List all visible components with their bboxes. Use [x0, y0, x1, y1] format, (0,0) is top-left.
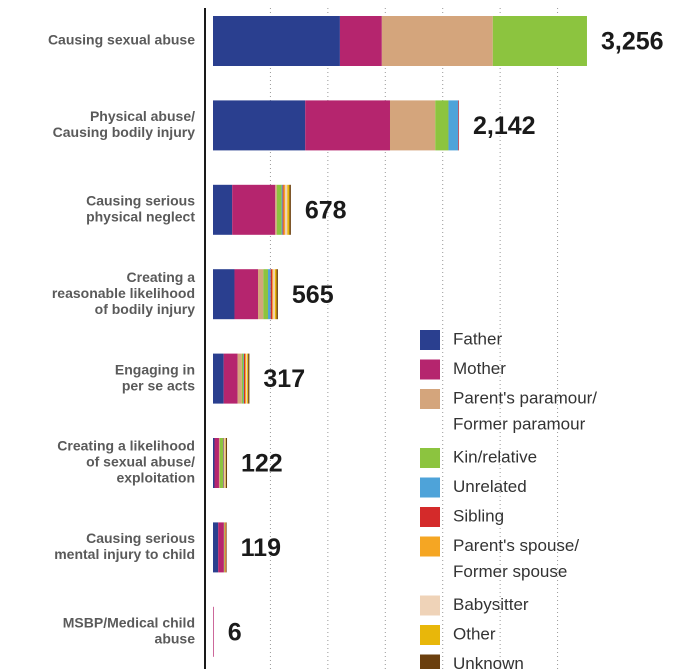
category-label: Causing serious mental injury to child: [54, 530, 195, 562]
bar-segment: [226, 522, 227, 573]
category-label: Engaging in per se acts: [115, 361, 195, 393]
bar-segment: [224, 438, 226, 488]
bar-segment: [272, 269, 274, 320]
legend-swatch: [420, 595, 440, 616]
total-label: 3,256: [601, 28, 664, 56]
bar-segment: [213, 100, 306, 151]
legend-swatch: [420, 477, 440, 498]
bar-segment: [232, 184, 276, 235]
total-label: 2,142: [473, 112, 536, 140]
bar-segment: [247, 353, 249, 404]
legend-label: Unrelated: [453, 477, 527, 496]
bar-segment: [213, 269, 235, 320]
bar-segment: [274, 269, 277, 320]
legend-label: Parent's paramour/Former paramour: [453, 388, 597, 433]
bar-segment: [246, 353, 248, 404]
bar-segment: [244, 353, 246, 404]
total-label: 119: [241, 534, 281, 562]
total-label: 678: [305, 196, 347, 224]
category-label: Creating a reasonable likelihood of bodily…: [52, 269, 195, 317]
total-label: 122: [241, 450, 283, 478]
bar-segment: [270, 269, 273, 320]
bar-segment: [263, 269, 269, 320]
bar-segment: [224, 522, 226, 573]
bar-segment: [213, 522, 219, 573]
legend-label: Unknown: [453, 654, 524, 669]
bar-segment: [435, 100, 449, 151]
bar-segment: [223, 353, 238, 404]
bar-segment: [234, 269, 259, 320]
bar-segment: [225, 522, 226, 573]
bar-segment: [448, 100, 459, 151]
category-label: Causing serious physical neglect: [86, 193, 195, 225]
total-label: 565: [292, 281, 334, 309]
bar-segment: [213, 184, 233, 235]
legend-swatch: [420, 359, 440, 380]
bar-segment: [245, 353, 247, 404]
bar-segment: [218, 438, 221, 488]
bar-segment: [258, 269, 264, 320]
bar-segment: [213, 16, 340, 66]
bar-segment: [289, 184, 291, 235]
bar-segment: [492, 16, 587, 66]
bar-segment: [223, 522, 225, 573]
legend-label: Babysitter: [453, 595, 529, 614]
legend-swatch: [420, 330, 440, 350]
bar-segment: [237, 353, 242, 404]
bar-segment: [389, 100, 436, 151]
bar-segment: [218, 522, 224, 573]
legend-swatch: [420, 536, 440, 557]
bar-segment: [248, 353, 250, 404]
bar-segment: [225, 438, 228, 488]
bar-segment: [282, 184, 284, 235]
bar-segment: [213, 438, 215, 488]
bar-segment: [276, 184, 282, 235]
bar-segment: [243, 353, 245, 404]
bar-segment: [283, 184, 286, 235]
bar-segment: [241, 353, 244, 404]
bar-segment: [214, 438, 219, 488]
legend-label: Sibling: [453, 506, 504, 525]
legend-swatch: [420, 654, 440, 669]
bar-segment: [458, 100, 460, 151]
bar-segment: [213, 353, 224, 404]
category-label: Physical abuse/Causing bodily injury: [53, 108, 196, 140]
total-label: 317: [263, 365, 305, 393]
legend-label: Mother: [453, 359, 506, 378]
category-label: MSBP/Medical child abuse: [63, 615, 195, 647]
bar-segment: [381, 16, 493, 66]
bar-segment: [275, 184, 277, 235]
total-label: 6: [228, 618, 242, 646]
category-label: Creating a likelihood of sexual abuse/exp…: [57, 438, 195, 486]
legend-label: Father: [453, 329, 502, 348]
legend-label: Other: [453, 624, 496, 643]
category-label: Causing sexual abuse: [48, 32, 195, 48]
legend-swatch: [420, 448, 440, 468]
bar-segment: [285, 184, 288, 235]
legend-label: Parent's spouse/Former spouse: [453, 536, 579, 581]
bar-segment: [273, 269, 275, 320]
legend-label: Kin/relative: [453, 447, 537, 466]
bar-segment: [305, 100, 390, 151]
bar-segment: [220, 438, 223, 488]
bar-segment: [213, 606, 214, 657]
bar-segment: [268, 269, 271, 320]
bar-segment: [339, 16, 382, 66]
legend-swatch: [420, 507, 440, 527]
legend-swatch: [420, 389, 440, 409]
bar-segment: [281, 184, 283, 235]
legend-swatch: [420, 625, 440, 645]
bar-segment: [276, 269, 278, 320]
bar-segment: [287, 184, 290, 235]
